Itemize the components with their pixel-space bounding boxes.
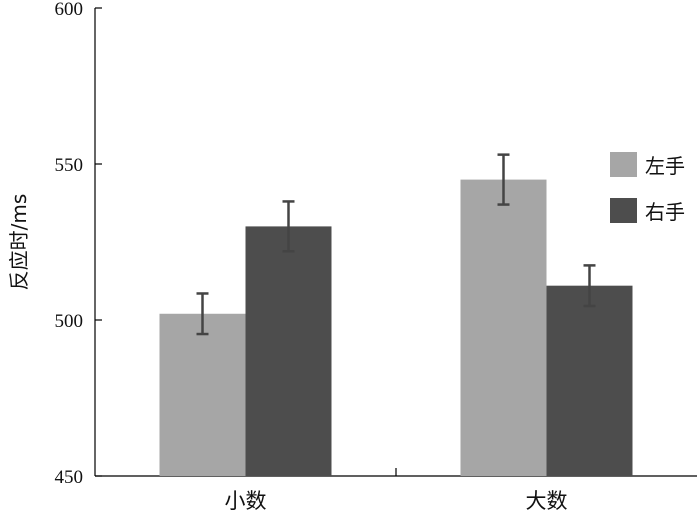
bar <box>460 179 547 476</box>
bars <box>159 179 633 476</box>
legend-swatch <box>610 198 637 223</box>
x-category-labels: 小数 大数 <box>225 468 568 513</box>
x-category-label: 小数 <box>225 489 267 513</box>
y-axis-title: 反应时/ms <box>7 194 31 291</box>
y-ticks: 450 500 550 600 <box>55 0 102 488</box>
error-bars <box>196 153 596 336</box>
bar <box>546 285 633 476</box>
y-tick-label: 550 <box>55 155 84 176</box>
legend-swatch <box>610 152 637 177</box>
legend-label: 右手 <box>645 200 685 224</box>
y-tick-label: 600 <box>55 0 84 20</box>
y-tick-label: 450 <box>55 467 84 488</box>
y-tick-label: 500 <box>55 311 84 332</box>
legend-label: 左手 <box>645 154 685 178</box>
bar <box>245 226 332 476</box>
x-category-label: 大数 <box>526 489 568 513</box>
bar <box>159 313 246 476</box>
